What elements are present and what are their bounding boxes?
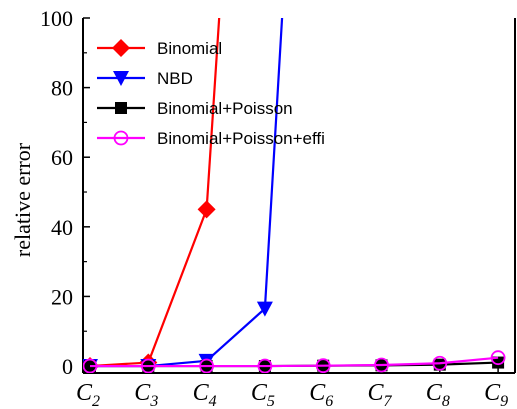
series-line-binomial-poisson-effi bbox=[90, 356, 499, 368]
x-tick-label: C7 bbox=[368, 380, 393, 409]
legend-marker bbox=[113, 130, 129, 146]
y-tick-label: 0 bbox=[62, 354, 73, 379]
y-tick-label: 40 bbox=[51, 215, 73, 240]
series-line-binomial bbox=[89, 18, 221, 368]
data-point-binomial-poisson-effi bbox=[257, 358, 273, 373]
y-tick-label: 20 bbox=[51, 284, 73, 309]
y-axis-title: relative error bbox=[10, 142, 35, 257]
data-point-binomial-poisson-effi bbox=[83, 358, 98, 373]
x-tick-label: C5 bbox=[251, 380, 275, 409]
legend-label: Binomial+Poisson bbox=[157, 99, 293, 118]
x-tick-label: C3 bbox=[134, 380, 158, 409]
x-tick-label: C8 bbox=[426, 380, 450, 409]
x-tick-label: C4 bbox=[193, 380, 217, 409]
data-point-binomial-poisson-effi bbox=[315, 358, 331, 373]
data-point-binomial-poisson bbox=[492, 356, 505, 369]
x-tick-label: C9 bbox=[484, 380, 508, 409]
legend: Binomial NBD Binomial+Poisson Binomial+Pois… bbox=[97, 39, 325, 148]
data-point-binomial-poisson-effi bbox=[432, 355, 448, 371]
data-point-nbd bbox=[256, 301, 273, 317]
legend-label: NBD bbox=[157, 69, 193, 88]
y-tick-label: 100 bbox=[40, 6, 73, 31]
y-tick-label: 60 bbox=[51, 145, 73, 170]
series-layer bbox=[83, 18, 506, 373]
y-tick-label: 80 bbox=[51, 76, 73, 101]
legend-marker bbox=[115, 102, 127, 114]
data-point-binomial-poisson-effi bbox=[374, 357, 389, 373]
x-tick-label: C2 bbox=[76, 380, 100, 409]
legend-marker bbox=[113, 71, 129, 86]
x-tick-label: C6 bbox=[309, 380, 333, 409]
legend-label: Binomial+Poisson+effi bbox=[157, 129, 325, 148]
data-point-binomial-poisson-effi bbox=[199, 358, 214, 373]
legend-label: Binomial bbox=[157, 39, 222, 58]
data-point-binomial bbox=[197, 200, 216, 219]
data-point-binomial-poisson bbox=[433, 358, 446, 371]
data-point-binomial-poisson-effi bbox=[490, 350, 506, 366]
legend-marker bbox=[112, 39, 130, 57]
data-point-binomial-poisson-effi bbox=[140, 358, 156, 373]
